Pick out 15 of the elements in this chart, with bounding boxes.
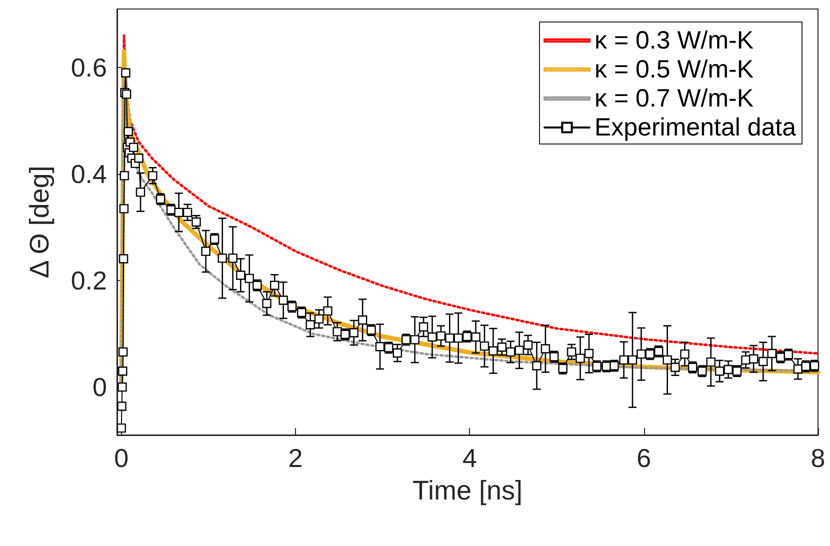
- x-axis-title: Time [ns]: [412, 476, 523, 506]
- x-tick-label: 0: [114, 443, 129, 473]
- y-tick-label: 0: [92, 372, 107, 402]
- legend-label: κ = 0.5 W/m-K: [594, 56, 754, 84]
- legend-label: Experimental data: [594, 114, 796, 142]
- x-tick-label: 8: [810, 443, 826, 473]
- x-tick-label: 6: [636, 443, 652, 473]
- x-tick-label: 2: [288, 443, 303, 473]
- x-tick-label: 4: [462, 443, 477, 473]
- y-tick-label: 0.2: [70, 266, 107, 296]
- y-tick-label: 0.6: [70, 52, 107, 83]
- y-axis-title: Δ Θ [deg]: [24, 166, 54, 278]
- y-tick-label: 0.4: [70, 159, 107, 190]
- legend-label: κ = 0.7 W/m-K: [594, 84, 754, 112]
- legend-label: κ = 0.3 W/m-K: [594, 26, 754, 54]
